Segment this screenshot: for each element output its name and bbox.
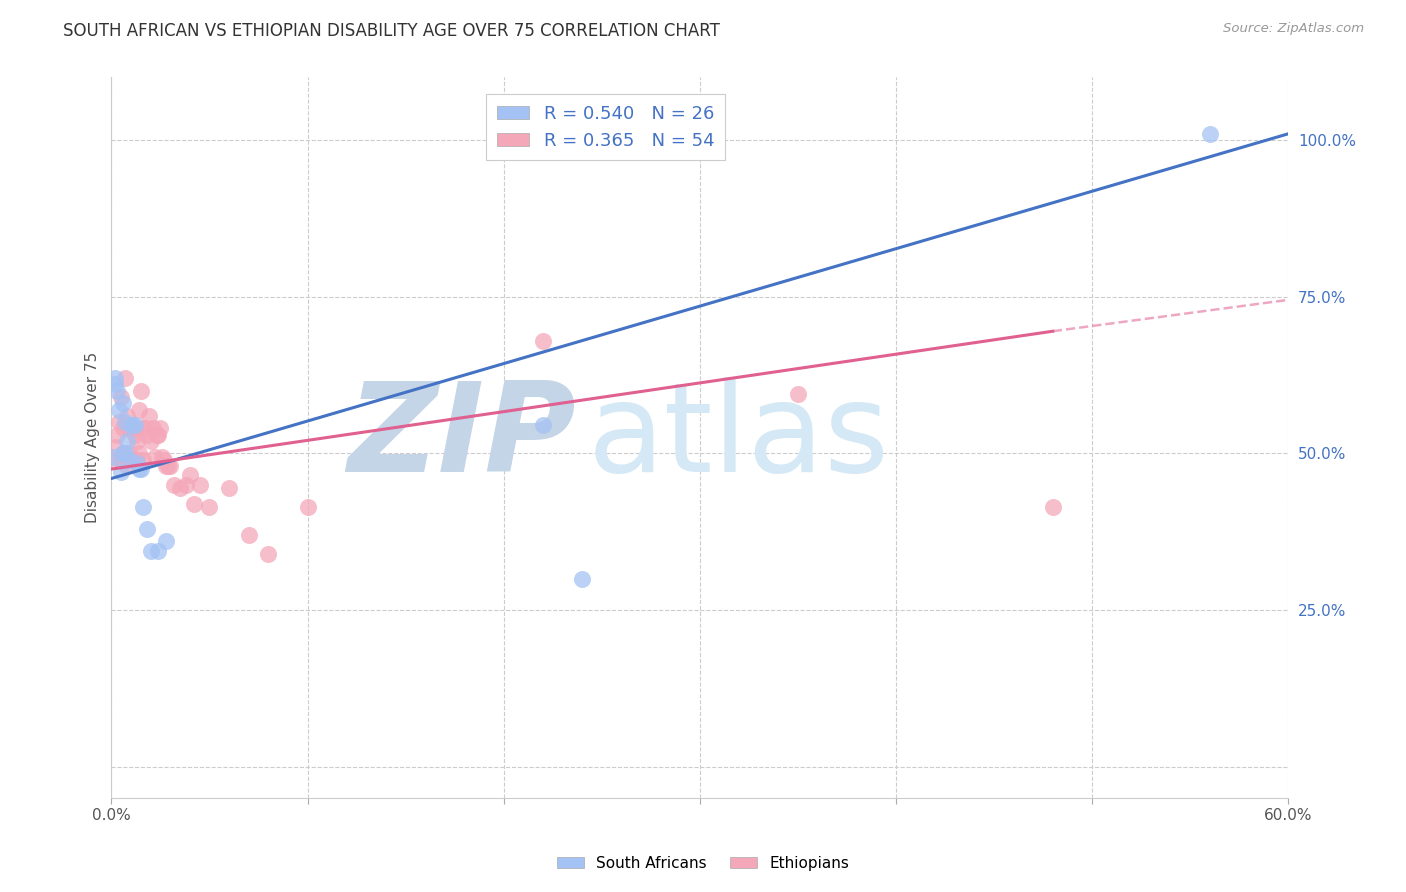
Point — [104, 371, 127, 385]
Point — [118, 421, 141, 435]
Point — [108, 415, 131, 429]
Point — [198, 500, 221, 514]
Point — [120, 421, 142, 435]
Point — [104, 377, 127, 392]
Legend: R = 0.540   N = 26, R = 0.365   N = 54: R = 0.540 N = 26, R = 0.365 N = 54 — [486, 94, 725, 161]
Legend: South Africans, Ethiopians: South Africans, Ethiopians — [551, 850, 855, 877]
Point — [139, 543, 162, 558]
Point — [157, 458, 180, 473]
Point — [132, 452, 155, 467]
Point — [179, 468, 201, 483]
Point — [149, 421, 172, 435]
Point — [114, 371, 136, 385]
Point — [1042, 500, 1064, 514]
Point — [142, 421, 165, 435]
Point — [105, 384, 128, 398]
Point — [531, 418, 554, 433]
Point — [148, 427, 170, 442]
Point — [143, 450, 166, 464]
Point — [155, 458, 177, 473]
Point — [152, 450, 174, 464]
Point — [114, 446, 136, 460]
Point — [108, 402, 131, 417]
Text: ZIP: ZIP — [347, 377, 576, 499]
Point — [105, 427, 128, 442]
Point — [110, 465, 132, 479]
Point — [132, 421, 155, 435]
Point — [145, 427, 167, 442]
Point — [174, 477, 197, 491]
Point — [120, 418, 142, 433]
Point — [122, 452, 145, 467]
Point — [104, 440, 127, 454]
Point — [112, 421, 135, 435]
Point — [129, 384, 152, 398]
Point — [114, 415, 136, 429]
Point — [135, 427, 157, 442]
Point — [124, 418, 146, 433]
Point — [571, 572, 593, 586]
Point — [139, 434, 162, 448]
Point — [115, 409, 138, 423]
Point — [128, 446, 150, 460]
Point — [135, 522, 157, 536]
Point — [218, 481, 240, 495]
Y-axis label: Disability Age Over 75: Disability Age Over 75 — [86, 352, 100, 524]
Point — [169, 481, 191, 495]
Point — [297, 500, 319, 514]
Point — [115, 434, 138, 448]
Point — [183, 497, 205, 511]
Text: Source: ZipAtlas.com: Source: ZipAtlas.com — [1223, 22, 1364, 36]
Point — [786, 387, 808, 401]
Point — [138, 409, 160, 423]
Point — [124, 427, 146, 442]
Point — [128, 402, 150, 417]
Point — [112, 446, 135, 460]
Point — [118, 446, 141, 460]
Point — [112, 396, 135, 410]
Point — [122, 421, 145, 435]
Point — [238, 528, 260, 542]
Point — [148, 543, 170, 558]
Point — [112, 446, 135, 460]
Point — [531, 334, 554, 348]
Point — [124, 421, 146, 435]
Point — [120, 452, 142, 467]
Point — [257, 547, 280, 561]
Point — [125, 452, 148, 467]
Text: atlas: atlas — [588, 377, 890, 499]
Point — [155, 534, 177, 549]
Point — [128, 462, 150, 476]
Point — [129, 462, 152, 476]
Point — [132, 500, 155, 514]
Point — [103, 452, 125, 467]
Point — [188, 477, 211, 491]
Point — [125, 456, 148, 470]
Point — [163, 477, 186, 491]
Point — [125, 434, 148, 448]
Point — [110, 390, 132, 404]
Point — [122, 418, 145, 433]
Point — [153, 452, 176, 467]
Point — [103, 450, 125, 464]
Point — [134, 421, 156, 435]
Point — [159, 458, 181, 473]
Point — [110, 452, 132, 467]
Point — [115, 458, 138, 473]
Text: SOUTH AFRICAN VS ETHIOPIAN DISABILITY AGE OVER 75 CORRELATION CHART: SOUTH AFRICAN VS ETHIOPIAN DISABILITY AG… — [63, 22, 720, 40]
Point — [118, 452, 141, 467]
Point — [1198, 127, 1220, 141]
